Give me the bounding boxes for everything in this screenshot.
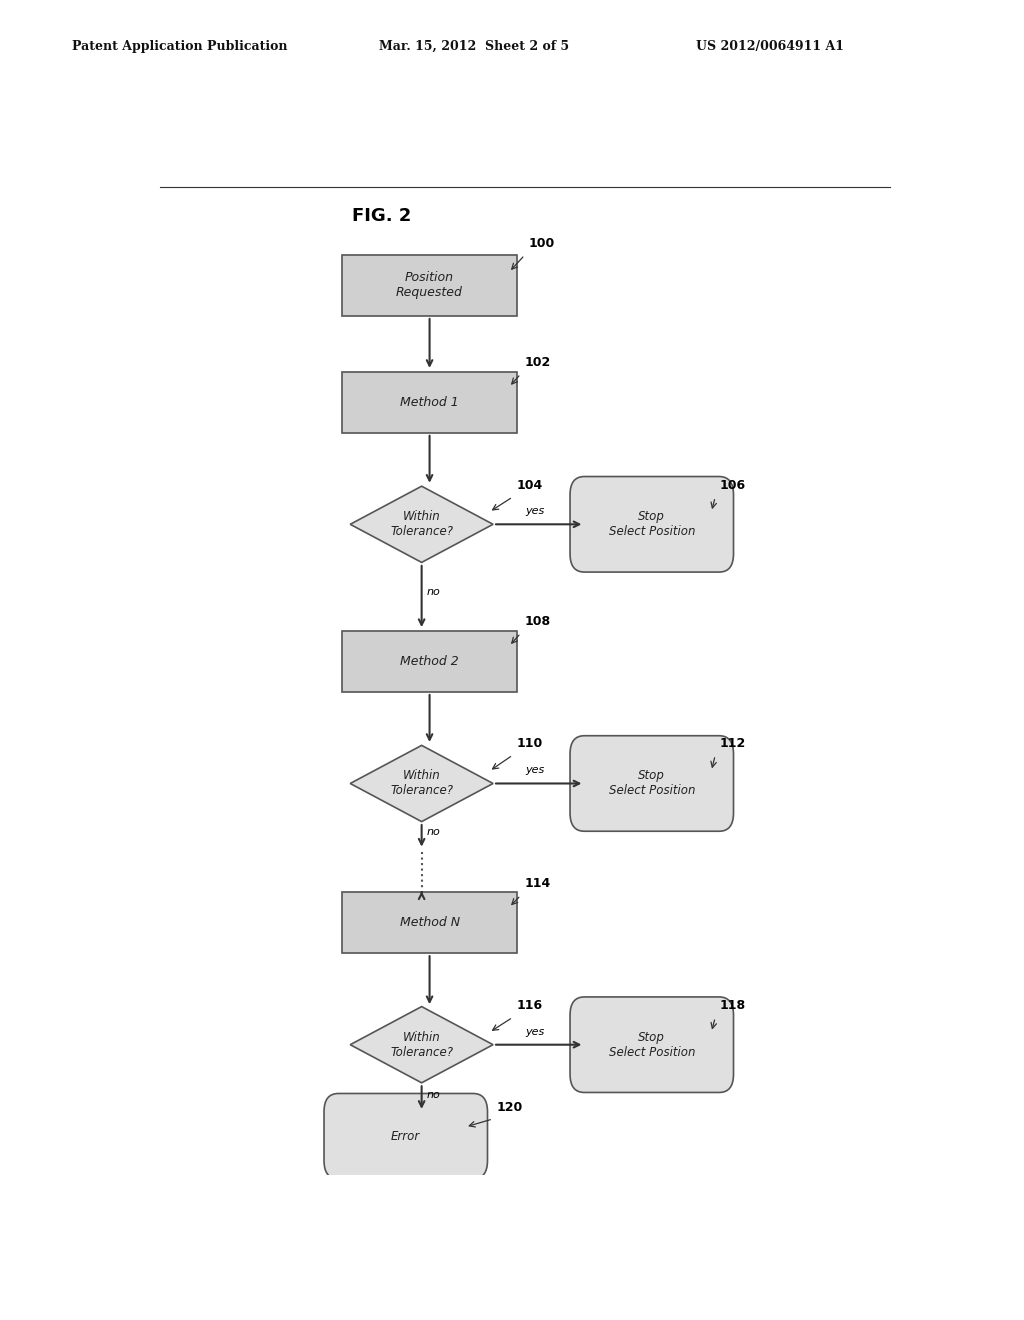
Text: Patent Application Publication: Patent Application Publication — [72, 40, 287, 53]
Text: Method 1: Method 1 — [400, 396, 459, 409]
FancyBboxPatch shape — [342, 255, 517, 315]
Text: 102: 102 — [524, 356, 551, 368]
Text: 120: 120 — [497, 1101, 523, 1114]
Polygon shape — [350, 746, 494, 821]
FancyBboxPatch shape — [342, 892, 517, 953]
FancyBboxPatch shape — [342, 631, 517, 692]
Text: 106: 106 — [719, 479, 745, 492]
Text: US 2012/0064911 A1: US 2012/0064911 A1 — [696, 40, 845, 53]
Text: no: no — [427, 587, 440, 598]
Text: Method N: Method N — [399, 916, 460, 929]
Polygon shape — [350, 1007, 494, 1082]
Text: 108: 108 — [524, 615, 551, 628]
FancyBboxPatch shape — [570, 997, 733, 1093]
Text: yes: yes — [525, 1027, 545, 1036]
Text: 114: 114 — [524, 878, 551, 890]
Polygon shape — [350, 486, 494, 562]
Text: Method 2: Method 2 — [400, 655, 459, 668]
Text: Stop
Select Position: Stop Select Position — [608, 770, 695, 797]
FancyBboxPatch shape — [570, 735, 733, 832]
Text: Error: Error — [391, 1130, 421, 1143]
Text: 100: 100 — [528, 236, 555, 249]
Text: yes: yes — [525, 766, 545, 775]
Text: Within
Tolerance?: Within Tolerance? — [390, 1031, 454, 1059]
FancyBboxPatch shape — [324, 1093, 487, 1179]
Text: 112: 112 — [719, 737, 745, 750]
Text: yes: yes — [525, 506, 545, 516]
FancyBboxPatch shape — [342, 372, 517, 433]
Text: 116: 116 — [517, 999, 543, 1012]
Text: Within
Tolerance?: Within Tolerance? — [390, 511, 454, 539]
Text: 104: 104 — [517, 479, 543, 492]
Text: FIG. 2: FIG. 2 — [352, 207, 412, 226]
FancyBboxPatch shape — [570, 477, 733, 572]
Text: Within
Tolerance?: Within Tolerance? — [390, 770, 454, 797]
Text: 110: 110 — [517, 737, 543, 750]
Text: 118: 118 — [719, 999, 745, 1012]
Text: Stop
Select Position: Stop Select Position — [608, 511, 695, 539]
Text: Position
Requested: Position Requested — [396, 272, 463, 300]
Text: Stop
Select Position: Stop Select Position — [608, 1031, 695, 1059]
Text: no: no — [427, 828, 440, 837]
Text: no: no — [427, 1089, 440, 1100]
Text: Mar. 15, 2012  Sheet 2 of 5: Mar. 15, 2012 Sheet 2 of 5 — [379, 40, 569, 53]
